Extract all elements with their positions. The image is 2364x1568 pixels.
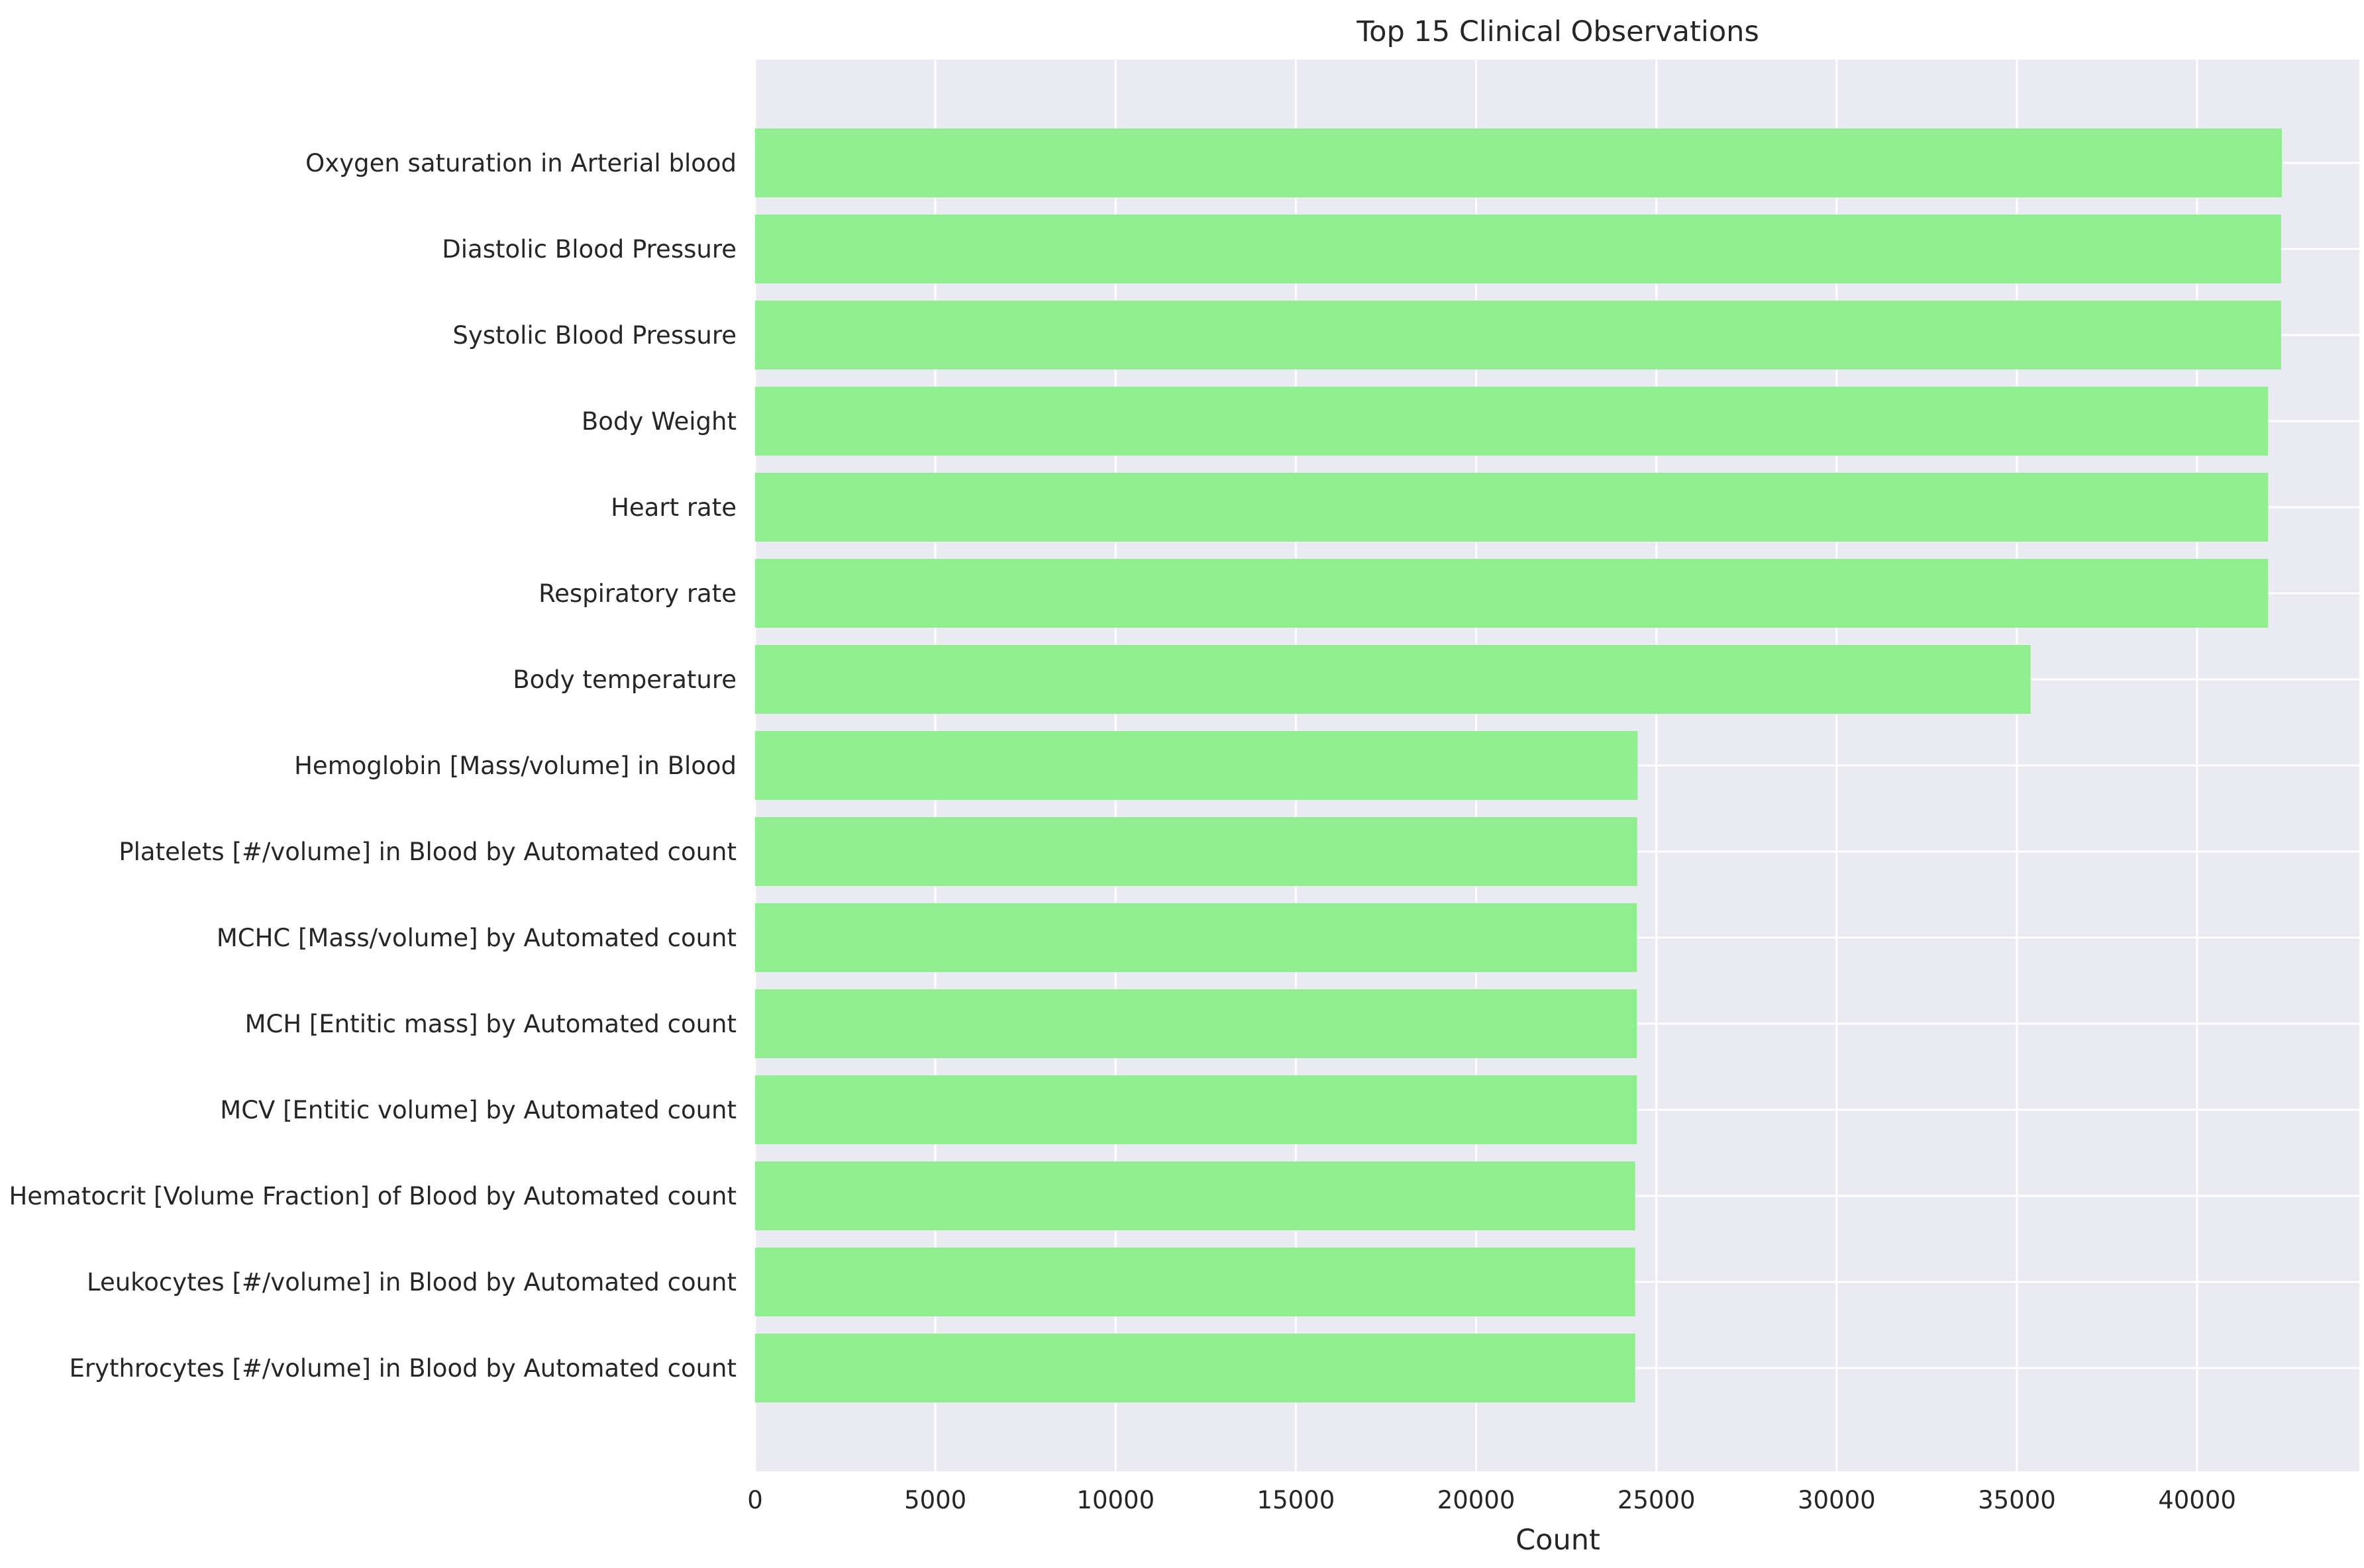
x-tick-label: 40000 bbox=[2158, 1486, 2236, 1514]
bar bbox=[755, 215, 2281, 283]
bar bbox=[755, 903, 1637, 972]
category-label: Body temperature bbox=[513, 665, 737, 694]
bar bbox=[755, 731, 1638, 800]
bar bbox=[755, 817, 1637, 886]
x-tick-label: 30000 bbox=[1798, 1486, 1876, 1514]
category-label: Platelets [#/volume] in Blood by Automat… bbox=[119, 838, 737, 866]
bar bbox=[755, 1075, 1637, 1144]
bar bbox=[755, 645, 2031, 714]
category-label: Hemoglobin [Mass/volume] in Blood bbox=[294, 752, 737, 780]
x-tick-label: 35000 bbox=[1978, 1486, 2056, 1514]
category-label: Heart rate bbox=[611, 493, 737, 522]
x-tick-label: 5000 bbox=[904, 1486, 966, 1514]
bar bbox=[755, 1161, 1635, 1230]
x-tick-label: 0 bbox=[747, 1486, 763, 1514]
x-tick-label: 20000 bbox=[1437, 1486, 1516, 1514]
category-label: MCV [Entitic volume] by Automated count bbox=[220, 1096, 737, 1124]
x-tick-label: 15000 bbox=[1257, 1486, 1335, 1514]
category-label: Diastolic Blood Pressure bbox=[442, 235, 737, 264]
x-tick-label: 10000 bbox=[1076, 1486, 1155, 1514]
category-label: Hematocrit [Volume Fraction] of Blood by… bbox=[9, 1182, 737, 1210]
category-label: MCHC [Mass/volume] by Automated count bbox=[217, 924, 737, 952]
bars bbox=[755, 128, 2282, 1402]
bar bbox=[755, 473, 2269, 542]
category-labels: Oxygen saturation in Arterial blood Diast… bbox=[9, 149, 737, 1383]
category-label: Systolic Blood Pressure bbox=[452, 321, 737, 350]
bar bbox=[755, 387, 2269, 456]
bar bbox=[755, 989, 1637, 1058]
category-label: MCH [Entitic mass] by Automated count bbox=[245, 1010, 737, 1038]
chart-title: Top 15 Clinical Observations bbox=[1356, 15, 1759, 48]
category-label: Respiratory rate bbox=[539, 579, 737, 608]
x-tick-labels: 0 5000 10000 15000 20000 25000 30000 35000 40000 bbox=[747, 1486, 2236, 1514]
x-tick-label: 25000 bbox=[1618, 1486, 1696, 1514]
bar bbox=[755, 559, 2269, 628]
x-axis-label: Count bbox=[1516, 1524, 1600, 1557]
bar bbox=[755, 301, 2281, 369]
category-label: Oxygen saturation in Arterial blood bbox=[305, 149, 737, 177]
category-label: Erythrocytes [#/volume] in Blood by Auto… bbox=[69, 1354, 737, 1383]
bar bbox=[755, 128, 2282, 197]
category-label: Body Weight bbox=[582, 407, 737, 436]
bar bbox=[755, 1334, 1635, 1402]
category-label: Leukocytes [#/volume] in Blood by Automa… bbox=[87, 1268, 737, 1297]
bar bbox=[755, 1248, 1635, 1316]
